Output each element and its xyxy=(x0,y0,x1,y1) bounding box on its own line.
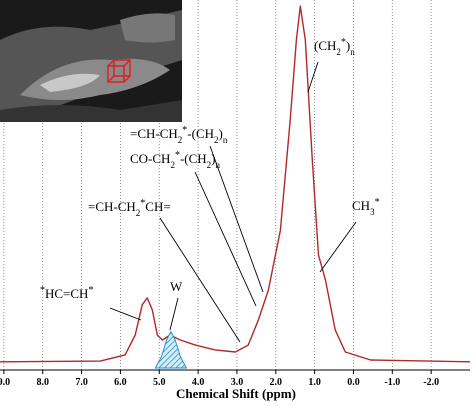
leader-line xyxy=(109,307,142,321)
annotation-text: =CH-CH xyxy=(130,126,178,141)
annotation: =CH-CH2*-(CH2)n xyxy=(130,125,228,146)
annotation-text: ) xyxy=(346,38,350,53)
annotation-sub: n xyxy=(216,160,221,170)
annotation-text: =CH-CH xyxy=(88,199,136,214)
x-tick-label: 5.0 xyxy=(153,377,166,388)
water-peak xyxy=(154,330,188,369)
annotation-text: CO-CH xyxy=(130,151,170,166)
leader-line xyxy=(307,61,319,93)
annotation-sub: 2 xyxy=(214,135,219,145)
x-tick-label: -1.0 xyxy=(384,377,400,388)
leader-line xyxy=(159,217,241,343)
annotation-text: ) xyxy=(219,126,223,141)
annotation: =CH-CH2*CH= xyxy=(88,198,171,219)
annotation-sup: * xyxy=(175,150,180,161)
annotation-text: ) xyxy=(211,151,215,166)
annotation: (CH2*)n xyxy=(314,37,355,58)
annotation-sub: 2 xyxy=(207,160,212,170)
annotation-sup: * xyxy=(341,37,346,48)
x-tick-label: 7.0 xyxy=(75,377,88,388)
annotation-sub: n xyxy=(223,135,228,145)
annotation-sub: 2 xyxy=(336,47,341,57)
annotation-sup: * xyxy=(140,198,145,209)
annotation: CH3* xyxy=(352,197,380,218)
x-tick-label: 1.0 xyxy=(308,377,321,388)
annotation-sup: * xyxy=(375,197,380,208)
annotation-text: (CH xyxy=(314,38,336,53)
annotation-text: CH xyxy=(352,198,370,213)
annotation-sub: 2 xyxy=(170,160,175,170)
x-tick-label: 8.0 xyxy=(36,377,49,388)
x-tick-label: 9.0 xyxy=(0,377,10,388)
leader-line xyxy=(319,221,357,273)
annotation-sup: * xyxy=(182,125,187,136)
annotation-text: -(CH xyxy=(180,151,207,166)
x-tick-label: 0.0 xyxy=(347,377,360,388)
inset-image xyxy=(0,0,182,122)
x-tick-label: -2.0 xyxy=(423,377,439,388)
annotation-text: W xyxy=(170,279,183,294)
annotation: *HC=CH* xyxy=(40,285,93,302)
leader-line xyxy=(169,297,179,331)
annotation: CO-CH2*-(CH2)n xyxy=(130,150,221,171)
annotation-sub: n xyxy=(350,47,355,57)
annotation-sup: * xyxy=(88,285,93,296)
annotation-text: CH= xyxy=(145,199,170,214)
x-tick-label: 4.0 xyxy=(192,377,205,388)
annotation-text: -(CH xyxy=(187,126,214,141)
x-tick-label: 3.0 xyxy=(231,377,244,388)
annotation-sub: 3 xyxy=(370,207,375,217)
leader-line xyxy=(209,145,264,293)
spectrum-line xyxy=(0,5,471,363)
x-tick-label: 2.0 xyxy=(270,377,283,388)
annotation-sub: 2 xyxy=(136,208,141,218)
annotation-text: HC=CH xyxy=(45,286,88,301)
annotation-sup: * xyxy=(40,285,45,296)
annotation-sub: 2 xyxy=(178,135,183,145)
x-tick-label: 6.0 xyxy=(114,377,127,388)
leader-line xyxy=(194,171,257,307)
annotation: W xyxy=(170,279,183,294)
x-axis-label: Chemical Shift (ppm) xyxy=(176,386,296,401)
